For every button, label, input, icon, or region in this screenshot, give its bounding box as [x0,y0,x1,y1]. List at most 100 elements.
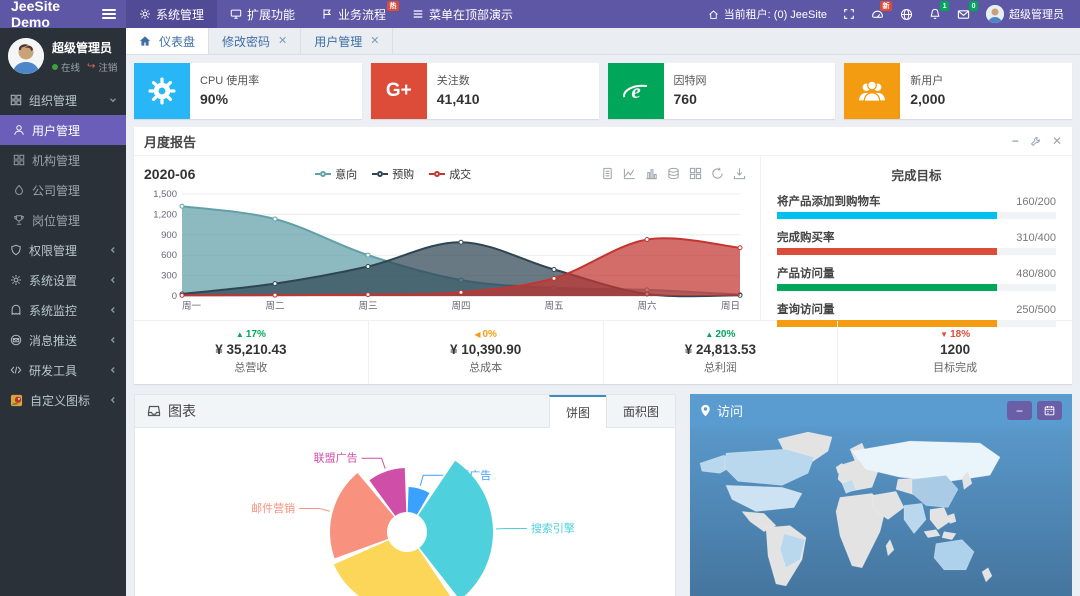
username-label: 超级管理员 [1009,9,1064,21]
messages-button[interactable]: 0 [949,0,978,28]
region-indonesia-east [941,531,957,540]
legend-item[interactable]: 成交 [429,166,471,182]
chart-period-label: 2020-06 [144,165,196,182]
world-map[interactable] [690,427,1072,596]
panel-title: 月度报告 [144,134,197,150]
data-view-icon[interactable] [601,167,614,180]
svg-text:300: 300 [161,271,177,282]
brand[interactable]: JeeSite Demo [0,0,126,30]
legend-item[interactable]: 意向 [315,166,357,182]
download-icon[interactable] [733,167,746,180]
stat-card-followers[interactable]: G+ 关注数 41,410 [370,63,599,119]
sidebar-item-companies[interactable]: 公司管理 [0,175,126,205]
region-middle-east [871,491,905,520]
summary-goal: ▼ 18% 1200 目标完成 [933,329,978,374]
line-chart-icon[interactable] [623,167,636,180]
close-icon[interactable]: ✕ [1051,134,1062,148]
tab-user-management[interactable]: 用户管理 ✕ [301,28,394,54]
region-madagascar [885,539,895,557]
svg-text:周三: 周三 [358,301,377,312]
area-chart[interactable]: 0 300 600 900 1,200 1,500 周一 周二 周三 周四 周五 周六 周日 [144,186,752,316]
tab-dashboard[interactable]: 仪表盘 [126,28,210,54]
sidebar-item-offices[interactable]: 机构管理 [0,145,126,175]
stat-value: 2,000 [910,91,946,107]
sidebar-item-users[interactable]: 用户管理 [0,115,126,145]
nav-item-system[interactable]: 系统管理 [126,0,218,28]
sidebar-item-settings[interactable]: 系统设置 [0,265,126,295]
wrench-icon[interactable] [1030,136,1041,147]
calendar-icon [1044,405,1055,416]
flame-icon [15,184,23,195]
stack-icon[interactable] [667,167,680,180]
nav-item-label: 菜单在顶部演示 [429,7,514,22]
nav-item-extensions[interactable]: 扩展功能 [217,0,308,28]
goal-row: 产品访问量 480/800 [777,265,1056,291]
progress-bar [777,248,1056,255]
region-france [841,478,857,494]
bell-icon [930,8,940,19]
avatar[interactable] [8,38,44,74]
bar-chart-icon[interactable] [645,167,658,180]
progress-bar [777,212,1056,219]
tiled-icon[interactable] [689,167,702,180]
nav-item-workflow[interactable]: 业务流程 热 [308,0,400,28]
close-icon[interactable]: ✕ [370,34,380,47]
desktop-icon [230,9,242,19]
tenant-switch[interactable]: 当前租户: (0) JeeSite [700,0,835,28]
region-canada [723,448,815,486]
svg-text:0: 0 [172,291,177,302]
mail-icon [10,334,22,346]
map-marker-icon [701,404,710,417]
logout-link[interactable]: ↪ 注销 [87,60,118,74]
trend-arrow-icon: ▼ [940,330,949,339]
sidebar-user-panel: 超级管理员 在线 ↪ 注销 [0,28,126,83]
nav-item-label: 业务流程 [338,7,387,22]
nav-item-top-menu-demo[interactable]: 菜单在顶部演示 [399,0,526,28]
nav-item-label: 系统管理 [156,7,205,22]
calendar-button[interactable] [1037,401,1062,420]
sidebar-item-monitor[interactable]: 系统监控 [0,295,126,325]
sidebar-item-posts[interactable]: 岗位管理 [0,205,126,235]
notifications-button[interactable]: 1 [921,0,949,28]
sidebar-item-push[interactable]: 消息推送 [0,325,126,355]
sidebar-user-name: 超级管理员 [52,40,113,55]
stat-card-new-users[interactable]: 新用户 2,000 [844,63,1072,119]
stat-cards-row: CPU 使用率 90% G+ 关注数 41,410 e 因特网 760 [134,63,1072,119]
tab-area-chart[interactable]: 面积图 [605,395,675,427]
chevron-left-icon [110,367,115,373]
legend-item[interactable]: 预购 [372,166,414,182]
close-icon[interactable]: ✕ [278,34,288,47]
sidebar-item-custom-icons[interactable]: 自定义图标 [0,385,126,415]
rose-pie-chart[interactable]: 视频广告搜索引擎直接访问邮件营销联盟广告 [135,428,675,596]
language-button[interactable] [892,0,921,28]
sidebar: 超级管理员 在线 ↪ 注销 组织管理 用户管理 机构管理 公司管理 岗位管理 [0,28,126,596]
sidebar-item-permissions[interactable]: 权限管理 [0,235,126,265]
tab-pie-chart[interactable]: 饼图 [548,395,606,428]
region-russia [851,440,1001,482]
tab-change-password[interactable]: 修改密码 ✕ [209,28,302,54]
svg-text:900: 900 [161,230,177,241]
sidebar-toggle-icon[interactable] [102,9,116,19]
monthly-report-chart: 2020-06 意向 预购 成交 [134,156,760,320]
user-menu[interactable]: 超级管理员 [978,0,1072,28]
stat-card-cpu[interactable]: CPU 使用率 90% [134,63,362,119]
sidebar-item-org[interactable]: 组织管理 [0,85,126,115]
gauge-icon [872,10,883,18]
goals-panel: 完成目标 将产品添加到购物车 160/200 完成购买率 310/400 产品访问量… [760,156,1072,327]
collapse-button[interactable]: − [1007,401,1032,420]
navbar-right: 当前租户: (0) JeeSite 新 1 0 超级管理员 [700,0,1080,28]
theme-gauge-button[interactable]: 新 [863,0,892,28]
sidebar-item-devtools[interactable]: 研发工具 [0,355,126,385]
trend-arrow-icon: ▲ [235,330,244,339]
grid-icon [10,94,22,106]
stat-card-internet[interactable]: e 因特网 760 [607,63,836,119]
page-tabs: 仪表盘 修改密码 ✕ 用户管理 ✕ [126,28,1080,55]
gear-icon [134,63,190,119]
stat-value: 90% [200,91,229,107]
fullscreen-button[interactable] [835,0,863,28]
shield-icon [11,244,21,256]
minimize-icon[interactable]: − [1011,134,1019,148]
online-status: 在线 [52,60,80,74]
restore-icon[interactable] [711,167,724,180]
chevron-left-icon [110,337,115,343]
